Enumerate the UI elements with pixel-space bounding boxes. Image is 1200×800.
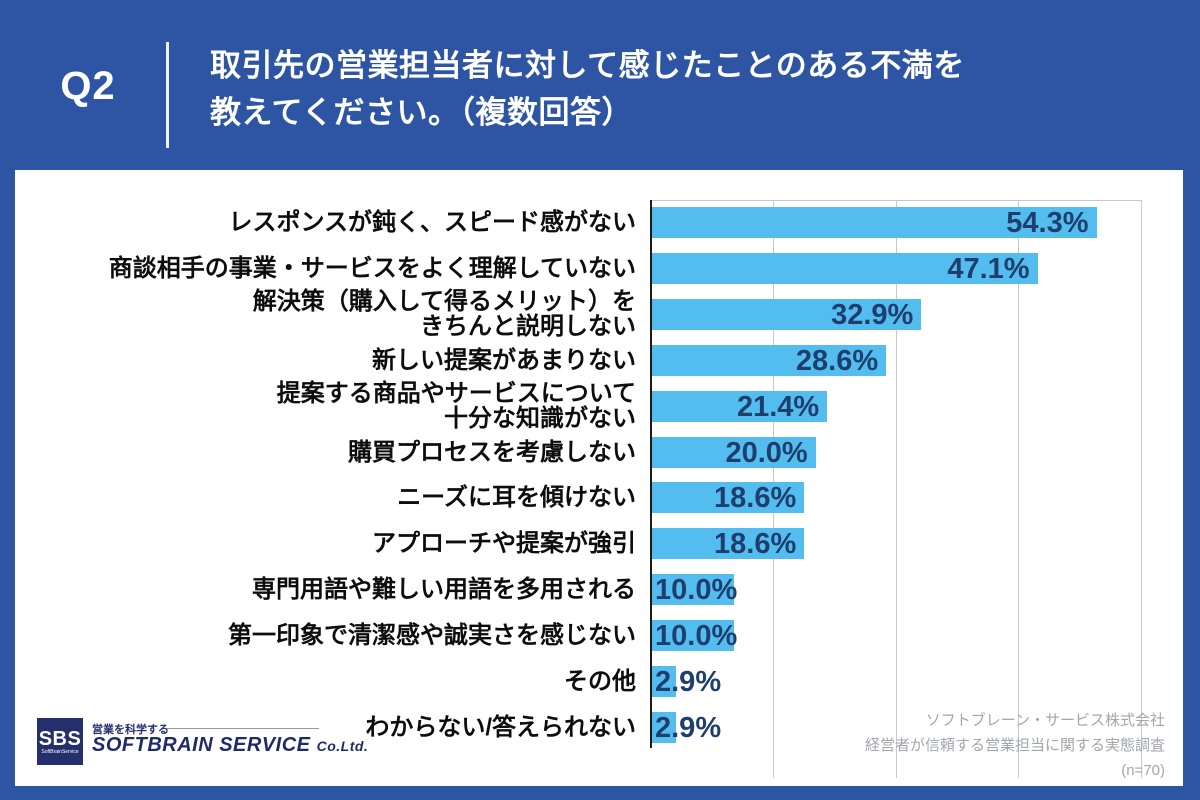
logo-rule [167,728,319,729]
attribution-line: (n=70) [1121,762,1165,779]
bar-label: 第一印象で清潔感や誠実さを感じない [228,622,636,650]
logo-company-suffix: Co.Ltd. [316,738,369,754]
bar-value: 28.6% [795,344,879,377]
bar: 21.4% [652,390,828,423]
bar: 10.0% [652,574,738,607]
page-title: 取引先の営業担当者に対して感じたことのある不満を 教えてください。（複数回答） [210,48,965,130]
header-divider [166,42,169,148]
bar-label: 提案する商品やサービスについて 十分な知識がない [276,380,636,433]
gridline [1018,200,1020,778]
bar-label: その他 [564,668,636,695]
bar-value: 2.9% [655,711,722,744]
y-axis-line [650,200,652,748]
bar-label: 新しい提案があまりない [372,346,636,374]
bar: 28.6% [652,344,887,377]
bar-label: ニーズに耳を傾けない [397,484,636,512]
bar: 47.1% [652,252,1038,285]
bar-chart: レスポンスが鈍く、スピード感がない 54.3% 商談相手の事業・サービスをよく理解し… [15,170,1183,786]
bar: 18.6% [652,528,805,561]
bar-value: 32.9% [831,298,914,331]
bar-label: 解決策（購入して得るメリット）を きちんと説明しない [252,288,636,341]
sbs-logo-icon: SBS SoftBrainService [37,718,83,765]
bar-label: 商談相手の事業・サービスをよく理解していない [108,254,636,282]
logo-company-name: SOFTBRAIN SERVICE Co.Ltd. [92,734,368,757]
bar-value: 2.9% [655,666,722,698]
attribution-line: ソフトブレーン・サービス株式会社 [925,712,1165,729]
gridline [1141,200,1143,778]
bar-value: 10.0% [655,620,738,653]
question-number: Q2 [60,64,116,108]
bar: 20.0% [652,436,816,469]
bar: 2.9% [652,711,721,744]
bar-value: 54.3% [1006,207,1089,239]
bar: 18.6% [652,482,805,515]
bar-label: わからない/答えられない [365,713,636,741]
bar-label: アプローチや提案が強引 [372,530,636,558]
bar: 10.0% [652,620,738,653]
bar-value: 20.0% [725,436,808,469]
bar-label: 専門用語や難しい用語を多用される [252,576,636,604]
logo-abbr: SBS [38,727,82,750]
bar-label: 購買プロセスを考慮しない [348,438,636,466]
chart-card: レスポンスが鈍く、スピード感がない 54.3% 商談相手の事業・サービスをよく理解し… [15,170,1183,786]
attribution-line: 経営者が信頼する営業担当に関する実態調査 [864,737,1165,754]
source-attribution: ソフトブレーン・サービス株式会社 経営者が信頼する営業担当に関する実態調査 (n… [865,708,1165,783]
logo-tagline: 営業を科学する [92,724,169,736]
bar: 54.3% [652,207,1097,239]
logo-subtext: SoftBrainService [41,748,79,755]
bar-value: 10.0% [655,574,738,607]
logo-company-main: SOFTBRAIN SERVICE [92,734,311,756]
header: Q2 取引先の営業担当者に対して感じたことのある不満を 教えてください。（複数回… [0,0,1200,170]
bar-label: レスポンスが鈍く、スピード感がない [228,209,636,236]
bar-value: 21.4% [736,390,820,423]
bar: 32.9% [652,298,922,331]
bar-value: 18.6% [714,528,797,561]
bar-value: 18.6% [714,482,797,515]
bar: 2.9% [652,666,721,698]
bar-value: 47.1% [947,252,1030,285]
gridline [895,200,897,778]
